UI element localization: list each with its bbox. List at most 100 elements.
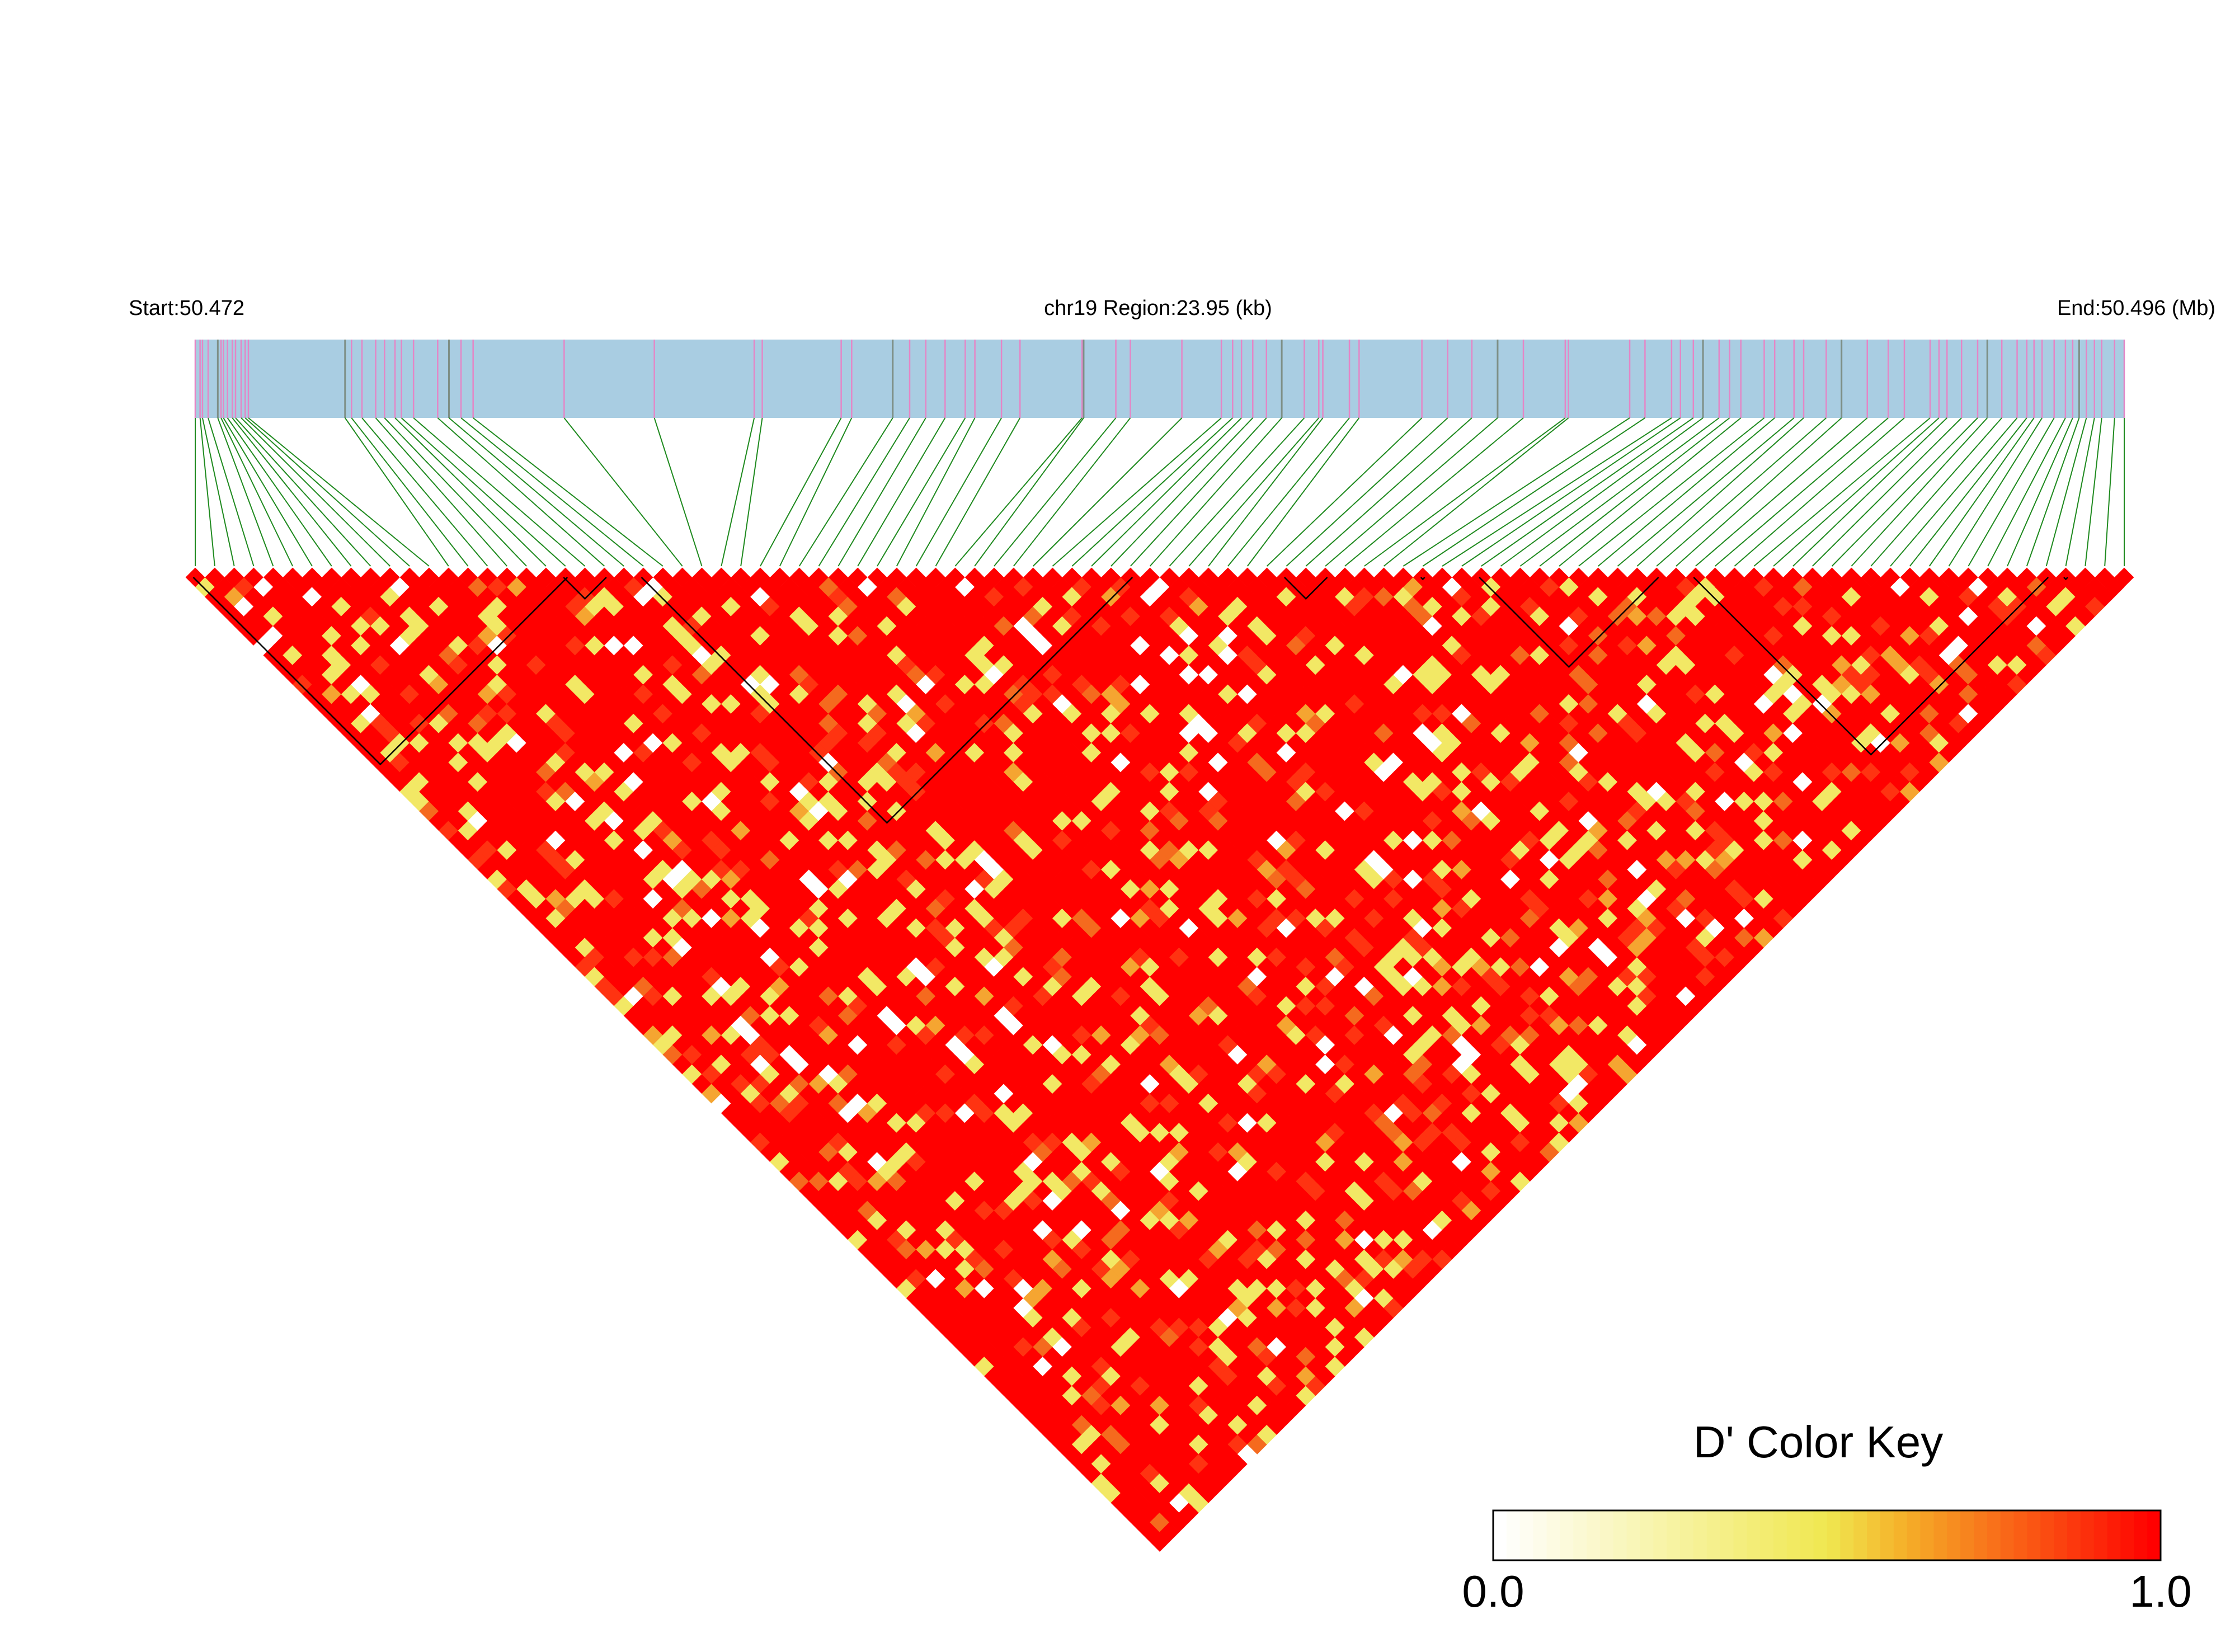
snp-connector-line — [1890, 417, 2018, 567]
snp-connector-line — [384, 417, 527, 567]
snp-marker-ticks — [194, 340, 2125, 418]
snp-connector-line — [1422, 417, 1645, 567]
snp-connector-line — [1928, 417, 2035, 567]
snp-connector-line — [1812, 417, 1962, 567]
snp-connector-line — [1111, 417, 1254, 567]
snp-connector-line — [721, 417, 755, 567]
snp-connector-line — [1753, 417, 1931, 567]
snp-connector-line — [351, 417, 469, 567]
snp-connector-line — [437, 417, 605, 567]
snp-connector-line — [375, 417, 508, 567]
snp-connector-line — [915, 417, 1002, 567]
snp-connector-line — [460, 417, 644, 567]
snp-connector-line — [2026, 417, 2080, 567]
region-start-label: Start:50.472 — [129, 296, 244, 320]
snp-connector-line — [2007, 417, 2073, 567]
snp-connector-line — [1266, 417, 1423, 567]
snp-connector-line — [1032, 417, 1183, 567]
snp-connector-line — [954, 417, 1083, 567]
snp-connector-line — [1559, 417, 1742, 567]
track-bar — [195, 340, 2124, 418]
snp-connector-line — [1714, 417, 1889, 567]
snp-connector-line — [877, 417, 966, 567]
snp-connector-line — [208, 417, 255, 567]
snp-connector-line — [974, 417, 1084, 567]
snp-connector-line — [1597, 417, 1775, 567]
snp-connector-line — [798, 417, 893, 567]
snp-position-track — [194, 340, 2125, 418]
snp-connector-line — [1286, 417, 1448, 567]
snp-connector-line — [563, 417, 683, 567]
snp-connector-line — [1344, 417, 1524, 567]
snp-connector-line — [1909, 417, 2027, 567]
snp-connector-line — [1188, 417, 1320, 567]
snp-connector-line — [935, 417, 1021, 567]
snp-connector-line — [1130, 417, 1267, 567]
snp-connector-line — [448, 417, 624, 567]
snp-connector-line — [1519, 417, 1720, 567]
snp-connector-line — [361, 417, 488, 567]
snp-connector-line — [1325, 417, 1498, 567]
snp-connector-lines — [195, 417, 2125, 567]
snp-connector-line — [401, 417, 566, 567]
snp-connector-line — [1246, 417, 1360, 567]
snp-connector-line — [2045, 417, 2087, 567]
snp-connector-line — [1870, 417, 2002, 567]
snp-connector-line — [1636, 417, 1804, 567]
snp-connector-line — [227, 417, 332, 567]
snp-connector-line — [1227, 417, 1350, 567]
snp-connector-line — [896, 417, 976, 567]
snp-connector-line — [1481, 417, 1694, 567]
snp-connector-line — [217, 417, 274, 567]
snp-connector-line — [2065, 417, 2095, 567]
snp-connector-line — [1831, 417, 1978, 567]
snp-connector-line — [232, 417, 352, 567]
snp-connector-line — [1773, 417, 1940, 567]
snp-connector-line — [344, 417, 449, 567]
snp-connector-line — [1305, 417, 1472, 567]
snp-connector-line — [1169, 417, 1305, 567]
snp-connector-line — [1851, 417, 1988, 567]
snp-connector-line — [1442, 417, 1672, 567]
snp-connector-line — [1403, 417, 1630, 567]
snp-connector-line — [779, 417, 853, 567]
snp-connector-line — [653, 417, 703, 567]
snp-connector-line — [1676, 417, 1842, 567]
snp-connector-line — [1968, 417, 2055, 567]
snp-connector-line — [1617, 417, 1795, 567]
snp-connector-line — [1364, 417, 1566, 567]
snp-connector-line — [1091, 417, 1242, 567]
snp-connector-line — [2085, 417, 2102, 567]
snp-connector-line — [1539, 417, 1730, 567]
snp-connector-line — [994, 417, 1117, 567]
snp-connector-line — [760, 417, 842, 567]
snp-connector-line — [1734, 417, 1905, 567]
snp-connector-line — [1948, 417, 2043, 567]
snp-connector-line — [1383, 417, 1569, 567]
snp-connector-line — [201, 417, 235, 567]
snp-connector-line — [241, 417, 390, 567]
snp-connector-line — [1695, 417, 1868, 567]
snp-connector-line — [1013, 417, 1131, 567]
snp-connector-line — [1578, 417, 1765, 567]
snp-connector-line — [740, 417, 763, 567]
snp-connector-line — [220, 417, 294, 567]
ld-cells — [195, 577, 2125, 1552]
snp-connector-line — [2104, 417, 2115, 567]
snp-connector-line — [1208, 417, 1324, 567]
snp-connector-line — [818, 417, 910, 567]
ld-heatmap — [185, 567, 2134, 1552]
snp-connector-line — [473, 417, 664, 567]
snp-connector-line — [235, 417, 371, 567]
snp-connector-line — [1792, 417, 1947, 567]
region-end-label: End:50.496 (Mb) — [2057, 296, 2215, 320]
region-title: chr19 Region:23.95 (kb) — [1044, 296, 1272, 320]
snp-connector-line — [1149, 417, 1282, 567]
snp-connector-line — [248, 417, 430, 567]
snp-connector-line — [1987, 417, 2066, 567]
snp-connector-line — [1656, 417, 1827, 567]
snp-connector-line — [199, 417, 215, 567]
snp-connector-line — [1071, 417, 1233, 567]
snp-connector-line — [244, 417, 410, 567]
